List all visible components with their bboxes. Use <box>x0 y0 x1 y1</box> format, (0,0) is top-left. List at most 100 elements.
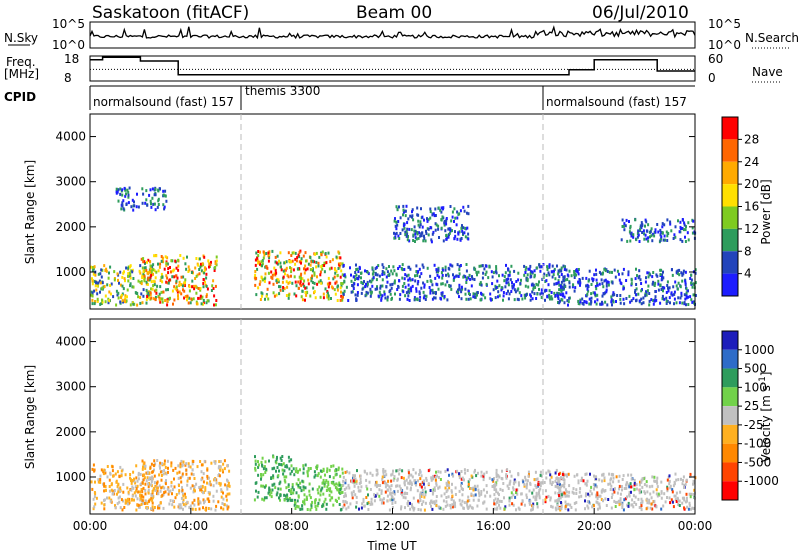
heatmap-cell <box>139 472 142 476</box>
heatmap-cell <box>450 287 453 291</box>
heatmap-cell <box>402 495 405 499</box>
heatmap-cell <box>256 267 259 271</box>
heatmap-cell <box>158 504 161 507</box>
heatmap-cell <box>150 273 153 277</box>
heatmap-cell <box>412 233 415 237</box>
heatmap-cell <box>332 476 335 480</box>
heatmap-cell <box>451 494 454 498</box>
heatmap-cell <box>116 492 118 496</box>
heatmap-cell <box>172 302 174 306</box>
heatmap-cell <box>314 505 317 508</box>
heatmap-cell <box>146 203 149 207</box>
y-tick-label: 4000 <box>55 130 86 144</box>
heatmap-cell <box>653 284 656 287</box>
heatmap-cell <box>561 472 564 476</box>
heatmap-cell <box>383 271 386 275</box>
heatmap-cell <box>444 469 447 473</box>
heatmap-cell <box>144 466 147 470</box>
heatmap-cell <box>503 275 506 279</box>
heatmap-cell <box>145 471 148 475</box>
heatmap-cell <box>320 281 323 285</box>
heatmap-cell <box>404 209 407 213</box>
heatmap-cell <box>467 290 470 294</box>
heatmap-cell <box>692 293 695 297</box>
heatmap-cell <box>586 292 589 296</box>
heatmap-cell <box>460 481 463 485</box>
heatmap-cell <box>215 259 218 263</box>
heatmap-cell <box>498 294 501 298</box>
heatmap-cell <box>297 494 300 498</box>
heatmap-cell <box>540 481 543 485</box>
heatmap-cell <box>607 498 610 501</box>
heatmap-cell <box>383 481 386 485</box>
heatmap-cell <box>131 479 134 482</box>
y-tick-label: 1000 <box>55 265 86 279</box>
heatmap-cell <box>532 287 535 291</box>
heatmap-cell <box>498 274 500 278</box>
heatmap-cell <box>120 474 123 478</box>
heatmap-cell <box>625 297 628 300</box>
heatmap-cell <box>441 215 444 219</box>
heatmap-cell <box>104 300 107 304</box>
heatmap-cell <box>454 501 456 505</box>
x-tick-label: 00:00 <box>678 519 713 533</box>
heatmap-cell <box>153 486 156 490</box>
heatmap-cell <box>175 266 178 270</box>
heatmap-cell <box>415 483 418 487</box>
heatmap-cell <box>144 464 147 468</box>
heatmap-cell <box>423 495 426 499</box>
heatmap-cell <box>410 289 413 293</box>
heatmap-cell <box>322 478 325 482</box>
heatmap-cell <box>146 476 149 480</box>
heatmap-cell <box>362 497 365 501</box>
heatmap-cell <box>549 498 552 502</box>
heatmap-cell <box>254 273 257 277</box>
heatmap-cell <box>623 302 626 306</box>
x-tick-label: 08:00 <box>274 519 309 533</box>
heatmap-cell <box>530 274 533 278</box>
heatmap-cell <box>179 283 182 287</box>
heatmap-cell <box>447 481 450 485</box>
heatmap-cell <box>294 470 297 473</box>
heatmap-cell <box>214 508 217 512</box>
heatmap-cell <box>410 486 412 490</box>
heatmap-cell <box>119 486 122 490</box>
heatmap-cell <box>440 218 443 222</box>
heatmap-cell <box>423 283 426 287</box>
heatmap-cell <box>200 488 203 492</box>
heatmap-cell <box>163 205 166 209</box>
heatmap-cell <box>175 281 178 285</box>
heatmap-cell <box>90 265 93 269</box>
heatmap-cell <box>278 259 280 263</box>
heatmap-cell <box>261 278 264 282</box>
heatmap-cell <box>223 503 226 507</box>
heatmap-cell <box>394 292 396 296</box>
heatmap-cell <box>615 300 617 303</box>
heatmap-cell <box>614 505 617 508</box>
heatmap-cell <box>685 287 688 291</box>
heatmap-cell <box>301 289 304 293</box>
noise-left-tick-top: 10^5 <box>52 17 85 31</box>
heatmap-cell <box>485 470 488 474</box>
heatmap-cell <box>417 499 420 503</box>
heatmap-cell <box>648 299 651 303</box>
heatmap-cell <box>441 282 444 286</box>
heatmap-cell <box>166 299 169 303</box>
heatmap-cell <box>199 296 202 300</box>
heatmap-cell <box>563 485 566 489</box>
heatmap-cell <box>393 281 396 285</box>
heatmap-cell <box>143 266 146 270</box>
heatmap-cell <box>142 462 145 465</box>
heatmap-cell <box>265 467 268 471</box>
heatmap-cell <box>319 273 322 277</box>
heatmap-cell <box>460 237 463 240</box>
heatmap-cell <box>130 488 133 492</box>
heatmap-cell <box>356 283 359 287</box>
heatmap-cell <box>290 488 293 492</box>
heatmap-cell <box>334 281 337 285</box>
heatmap-cell <box>468 292 470 295</box>
heatmap-cell <box>142 260 145 264</box>
heatmap-cell <box>136 497 139 501</box>
heatmap-cell <box>661 231 664 235</box>
heatmap-cell <box>350 479 353 483</box>
